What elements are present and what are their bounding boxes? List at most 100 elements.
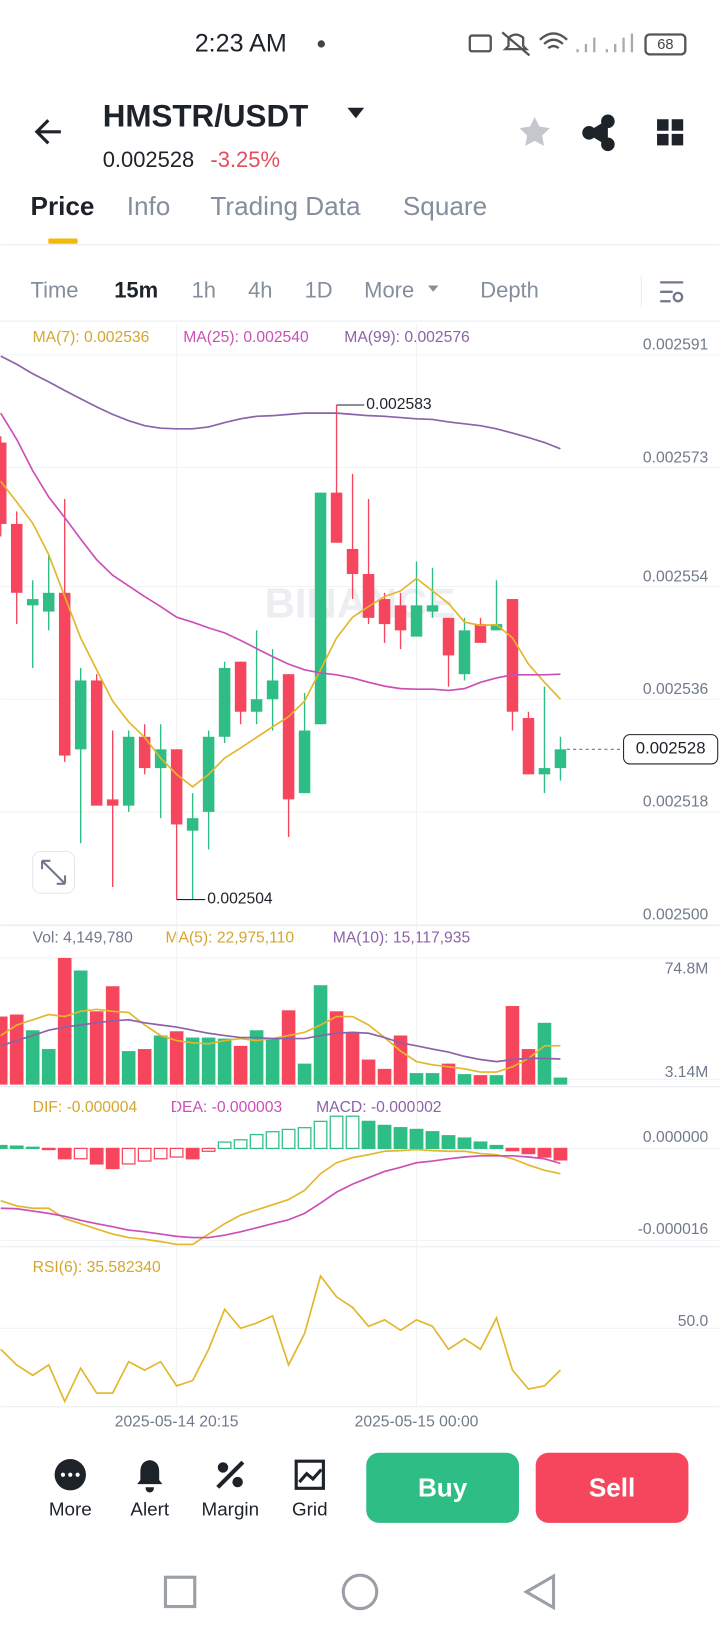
action-label[interactable]: Grid [292,1498,328,1519]
y-tick-label: 0.002536 [643,681,709,698]
volume-bar [233,1045,248,1085]
clock: 2:23 AM [195,30,287,58]
volume-bar [169,1031,184,1085]
macd-bar [537,1147,552,1158]
tab[interactable]: Price [31,191,95,221]
sell-label[interactable]: Sell [589,1472,635,1502]
volume-bar [441,1063,456,1085]
interval[interactable]: More [364,278,414,303]
macd-bar [473,1141,488,1150]
tab[interactable]: Trading Data [210,191,361,221]
candle-body [426,605,439,612]
volume-bar [249,1030,264,1085]
macd-bar [185,1147,200,1160]
candle-body [74,680,87,750]
volume-bar [537,1022,552,1085]
system-nav[interactable] [163,1573,556,1611]
macd-bar [361,1120,376,1150]
pair-title[interactable]: HMSTR/USDT [103,98,309,133]
y-tick-label: 0.002518 [643,794,709,811]
candle-body [10,523,23,593]
tab[interactable]: Info [127,191,171,221]
volume-bar [25,1030,40,1085]
macd-bar [233,1139,248,1150]
macd-bar [441,1135,456,1150]
expand-icon[interactable] [32,850,75,894]
buy-label[interactable]: Buy [418,1472,468,1502]
sell-button[interactable] [535,1452,689,1523]
layout-icon[interactable] [657,119,684,146]
buy-button[interactable] [366,1452,519,1523]
action-label[interactable]: More [49,1498,92,1519]
candle-body [298,730,311,794]
status-icons [468,31,687,57]
candle-body [490,624,503,631]
favorite-icon[interactable] [519,117,550,146]
vol-legend: MA(5): 22,975,110 [165,929,294,946]
chart-area: 0.002591 0.002573 0.002554 0.002536 0.002518… [0,324,720,1431]
x-tick-label: 2025-05-14 20:15 [115,1414,239,1431]
volume-bar [281,1010,296,1085]
interval[interactable]: 1h [192,278,216,303]
action-label[interactable]: Alert [130,1498,169,1519]
volume-bar [553,1077,568,1085]
volume-bar [201,1037,216,1085]
ma-legend: MA(7): 0.002536 [33,329,150,346]
price-box-label: 0.002528 [636,739,706,758]
y-tick-label: 74.8M [665,961,709,978]
candle-body [250,699,263,712]
action-icons[interactable] [54,1459,325,1493]
candle-body [122,736,135,806]
low-label: 0.002504 [207,891,273,908]
macd-bar [313,1120,328,1150]
tab[interactable]: Square [403,191,487,221]
candle-body [218,667,231,737]
watermark: BINANCE [265,580,456,627]
candle-body [394,605,407,631]
candle-body [330,492,343,543]
high-label: 0.002583 [366,396,432,413]
y-tick-label: 3.14M [665,1064,709,1081]
macd-bar [73,1147,88,1160]
macd-bar [505,1147,520,1152]
share-icon[interactable] [582,114,615,152]
candle-body [170,749,183,825]
candle-body [282,674,295,800]
candle-body [314,492,327,725]
last-price: 0.002528 [103,147,195,172]
tab-indicator [48,238,78,244]
settings-icon[interactable] [660,281,684,303]
volume-bar [345,1032,360,1085]
macd-bar [25,1146,40,1150]
macd-bar [409,1128,424,1150]
macd-legend: DEA: -0.000003 [171,1099,283,1116]
interval[interactable]: 15m [114,278,158,303]
interval[interactable]: Depth [480,278,539,303]
interval[interactable]: 4h [248,278,272,303]
macd-bar [0,1144,8,1150]
macd-bar [89,1147,104,1165]
macd-legend: DIF: -0.000004 [33,1099,138,1116]
macd-bar [201,1147,216,1152]
y-tick-label: -0.000016 [638,1221,709,1238]
y-tick-label: 0.002591 [643,337,708,354]
interval[interactable]: Time [31,278,79,303]
indicator-line [0,480,562,788]
macd-bar [217,1141,232,1150]
macd-bar [329,1115,344,1150]
candle-body [442,617,455,656]
action-label[interactable]: Margin [202,1498,260,1519]
back-button[interactable] [34,119,61,145]
candle-body [234,661,247,712]
battery: 68 [657,37,673,53]
rsi-legend: RSI(6): 35.582340 [33,1259,161,1276]
volume-bar [265,1038,280,1085]
status-dot [317,40,325,48]
candle-body [346,548,359,575]
more-caret[interactable] [427,285,439,292]
pair-caret[interactable] [347,107,365,119]
interval[interactable]: 1D [305,278,333,303]
candle-body [138,736,151,769]
macd-bar [393,1127,408,1150]
